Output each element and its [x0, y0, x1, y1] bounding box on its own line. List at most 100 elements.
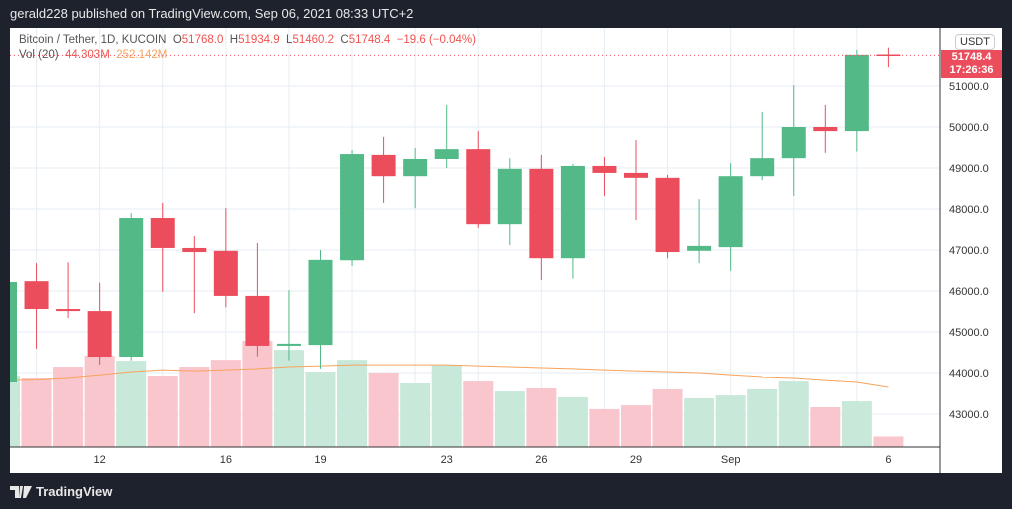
candle-body	[844, 54, 869, 132]
candle-body	[529, 168, 554, 259]
last-price-label: 51748.4 17:26:36	[941, 50, 1002, 78]
close-label: C	[340, 34, 349, 46]
high-value: 51934.9	[238, 34, 280, 46]
candle-body	[687, 245, 712, 251]
time-tick-label: 23	[441, 454, 453, 466]
volume-ma-value: 252.142M	[116, 49, 168, 61]
bar-countdown: 17:26:36	[949, 64, 994, 76]
chart-svg[interactable]: 43000.0 44000.0 45000.0 46000.0 47000.0 48000…	[10, 28, 1002, 473]
time-tick-label: 29	[630, 454, 642, 466]
candle-body	[434, 149, 459, 159]
time-tick-label: 12	[94, 454, 106, 466]
volume-bar	[147, 376, 178, 447]
volume-bar	[715, 395, 746, 447]
low-label: L	[286, 34, 293, 46]
candle-body	[213, 250, 238, 296]
candle-body	[24, 281, 49, 310]
volume-bar	[400, 382, 431, 447]
candle-body	[150, 218, 175, 248]
candle-body	[624, 172, 648, 178]
volume-label[interactable]: Vol (20)	[19, 49, 59, 61]
volume-bar	[526, 387, 557, 447]
volume-bar	[116, 361, 147, 447]
volume-bar	[494, 391, 525, 447]
volume-bar	[273, 350, 304, 447]
volume-bar	[53, 367, 84, 447]
volume-ma-line	[10, 364, 889, 388]
candle-body	[718, 176, 743, 248]
volume-bar	[810, 407, 841, 447]
volume-bar	[778, 381, 809, 447]
price-tick-label: 49000.0	[949, 163, 989, 175]
volume-bar	[747, 388, 778, 447]
candle-body	[560, 165, 585, 259]
volume-bar	[431, 365, 462, 447]
price-tick-label: 46000.0	[949, 286, 989, 298]
candle-body	[10, 281, 17, 383]
change-value: −19.6 (−0.04%)	[396, 34, 476, 46]
volume-bar	[557, 397, 588, 447]
candle-body	[371, 154, 396, 177]
volume-bar	[841, 401, 872, 447]
price-tick-label: 50000.0	[949, 122, 989, 134]
candle-body	[876, 54, 901, 57]
volume-bar	[210, 360, 241, 447]
candle-body	[466, 149, 491, 225]
price-tick-label: 45000.0	[949, 327, 989, 339]
candle-body	[781, 127, 806, 159]
price-tick-label: 47000.0	[949, 245, 989, 257]
open-value: 51768.0	[181, 34, 224, 46]
brand-name: TradingView	[36, 484, 113, 499]
volume-bar	[589, 408, 620, 447]
candle-body	[497, 168, 522, 225]
currency-badge[interactable]: USDT	[955, 34, 995, 50]
candle-body	[87, 311, 112, 358]
time-tick-label: 26	[535, 454, 547, 466]
time-tick-label: 6	[885, 454, 891, 466]
chart-legend: Bitcoin / Tether, 1D, KUCOIN O51768.0 H5…	[19, 34, 476, 61]
symbol-name[interactable]: Bitcoin / Tether, 1D, KUCOIN	[19, 34, 167, 46]
candle-body	[403, 158, 428, 177]
time-tick-label: 19	[314, 454, 326, 466]
candle-body	[276, 343, 301, 346]
last-price: 51748.4	[951, 51, 992, 63]
volume-bar	[10, 376, 20, 447]
open-label: O	[172, 34, 182, 46]
candle-body	[340, 154, 365, 261]
price-tick-label: 51000.0	[949, 81, 989, 93]
candle-body	[182, 247, 207, 253]
publish-info: gerald228 published on TradingView.com, …	[10, 6, 414, 21]
volume-bar	[84, 356, 115, 447]
time-tick-label: 16	[220, 454, 232, 466]
candle-body	[655, 177, 680, 253]
tradingview-logo[interactable]: TradingView	[10, 484, 112, 499]
volume-bar	[179, 367, 210, 447]
volume-bar	[21, 377, 52, 447]
volume-bar	[368, 372, 399, 447]
candle-body	[56, 309, 81, 312]
high-label: H	[229, 34, 239, 46]
price-tick-label: 43000.0	[949, 409, 989, 421]
candle-body	[119, 218, 144, 358]
candle-body	[245, 295, 270, 346]
candle-body	[813, 127, 838, 132]
low-value: 51460.2	[292, 34, 335, 46]
price-tick-label: 44000.0	[949, 368, 989, 380]
tradingview-logo-icon	[10, 485, 32, 498]
volume-bar	[463, 381, 494, 447]
volume-bar	[873, 436, 904, 447]
candle-body	[308, 259, 333, 346]
volume-bar	[684, 397, 715, 447]
volume-bar	[305, 372, 336, 447]
volume-bar	[337, 360, 368, 447]
candle-body	[592, 165, 617, 173]
volume-bar	[621, 405, 651, 447]
time-tick-label: Sep	[721, 454, 741, 466]
volume-value: 44.303M	[65, 49, 110, 61]
volume-bar	[652, 388, 683, 447]
close-value: 51748.4	[348, 34, 391, 46]
chart-panel[interactable]: 43000.0 44000.0 45000.0 46000.0 47000.0 48000…	[10, 28, 1002, 473]
price-tick-label: 48000.0	[949, 204, 989, 216]
volume-bar	[242, 341, 273, 447]
candle-body	[750, 158, 775, 177]
